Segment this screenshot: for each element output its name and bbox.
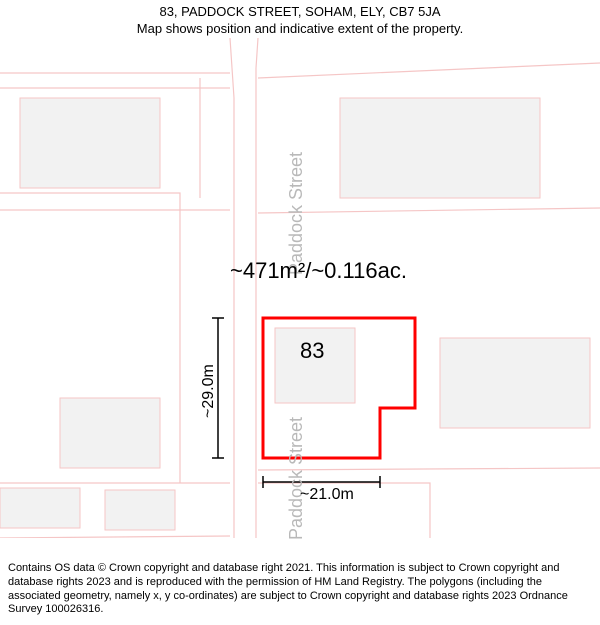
property-number-label: 83: [300, 338, 324, 364]
building: [440, 338, 590, 428]
height-dimension-label: ~29.0m: [200, 364, 218, 418]
footer-copyright: Contains OS data © Crown copyright and d…: [0, 558, 600, 625]
building: [105, 490, 175, 530]
width-dimension-label: ~21.0m: [300, 486, 354, 504]
header: 83, PADDOCK STREET, SOHAM, ELY, CB7 5JA …: [0, 0, 600, 40]
area-label: ~471m²/~0.116ac.: [230, 258, 407, 284]
map-viewport: Paddock Street Paddock Street ~471m²/~0.…: [0, 38, 600, 538]
building: [60, 398, 160, 468]
header-title: 83, PADDOCK STREET, SOHAM, ELY, CB7 5JA: [0, 4, 600, 21]
building: [20, 98, 160, 188]
street-label-lower: Paddock Street: [286, 417, 307, 540]
building: [340, 98, 540, 198]
building: [0, 488, 80, 528]
street-label-upper: Paddock Street: [286, 152, 307, 275]
header-subtitle: Map shows position and indicative extent…: [0, 21, 600, 38]
